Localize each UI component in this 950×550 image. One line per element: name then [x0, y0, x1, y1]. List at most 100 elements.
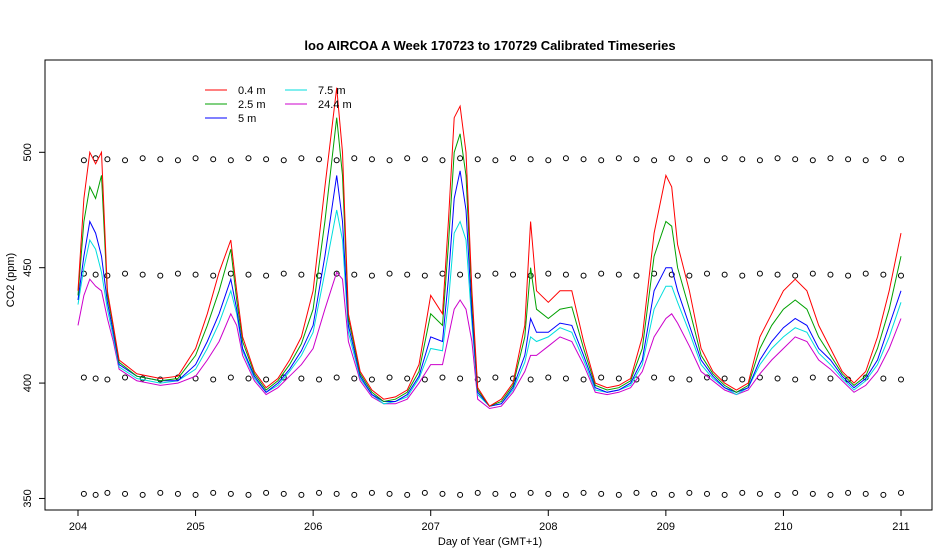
reference-point [333, 157, 340, 164]
reference-point [651, 490, 658, 497]
reference-point [368, 489, 375, 496]
reference-point [492, 157, 499, 164]
y-tick-label: 350 [22, 489, 34, 507]
reference-point [368, 376, 375, 383]
reference-point [227, 374, 234, 381]
legend-label: 2.5 m [238, 99, 266, 111]
reference-point [668, 375, 675, 382]
reference-point [368, 272, 375, 279]
reference-point [122, 374, 129, 381]
reference-point [174, 157, 181, 164]
reference-point [122, 270, 129, 277]
reference-point [774, 271, 781, 278]
reference-point [280, 157, 287, 164]
x-tick-label: 204 [69, 521, 87, 533]
reference-point [862, 270, 869, 277]
series-line-0-4-m [77, 87, 902, 407]
reference-point [580, 156, 587, 163]
x-tick-label: 210 [774, 521, 792, 533]
reference-point [386, 490, 393, 497]
reference-point [739, 272, 746, 279]
reference-point [104, 156, 111, 163]
reference-point [210, 376, 217, 383]
reference-point [721, 271, 728, 278]
reference-point [721, 155, 728, 162]
reference-point [351, 155, 358, 162]
reference-point [562, 375, 569, 382]
reference-point [827, 271, 834, 278]
reference-point [809, 157, 816, 164]
reference-point [92, 375, 99, 382]
reference-point [527, 376, 534, 383]
reference-point [157, 272, 164, 279]
reference-point [333, 270, 340, 277]
reference-point [404, 375, 411, 382]
reference-point [245, 155, 252, 162]
reference-point [792, 156, 799, 163]
reference-point [280, 270, 287, 277]
reference-point [92, 271, 99, 278]
reference-point [139, 155, 146, 162]
x-tick-label: 209 [657, 521, 675, 533]
reference-point [545, 490, 552, 497]
reference-point [474, 272, 481, 279]
reference-point [545, 157, 552, 164]
reference-point [421, 376, 428, 383]
reference-point [263, 272, 270, 279]
x-axis-label: Day of Year (GMT+1) [438, 536, 542, 548]
reference-point [439, 157, 446, 164]
reference-point [104, 272, 111, 279]
reference-point [668, 155, 675, 162]
reference-point [245, 491, 252, 498]
reference-point [545, 374, 552, 381]
reference-point [898, 376, 904, 383]
reference-point [527, 156, 534, 163]
reference-point [562, 491, 569, 498]
reference-point [562, 155, 569, 162]
reference-point [227, 270, 234, 277]
reference-point [298, 375, 305, 382]
x-tick-label: 207 [422, 521, 440, 533]
reference-point [351, 271, 358, 278]
reference-point [598, 374, 605, 381]
x-tick-label: 206 [304, 521, 322, 533]
reference-point [210, 489, 217, 496]
reference-point [280, 374, 287, 381]
reference-point [651, 374, 658, 381]
reference-point [80, 157, 87, 164]
reference-point [263, 489, 270, 496]
reference-point [668, 271, 675, 278]
reference-point [368, 156, 375, 163]
x-tick-label: 208 [539, 521, 557, 533]
reference-point [845, 272, 852, 279]
series-line-5-m [77, 170, 902, 407]
reference-point [880, 155, 887, 162]
reference-point [157, 156, 164, 163]
reference-point [827, 155, 834, 162]
reference-point [210, 156, 217, 163]
reference-point [527, 272, 534, 279]
x-tick-label: 205 [186, 521, 204, 533]
reference-point [80, 490, 87, 497]
reference-point [122, 157, 129, 164]
reference-point [774, 155, 781, 162]
reference-point [739, 489, 746, 496]
reference-point [898, 272, 904, 279]
reference-point [580, 376, 587, 383]
reference-point [457, 375, 464, 382]
reference-point [510, 491, 517, 498]
reference-point [615, 491, 622, 498]
reference-point [862, 157, 869, 164]
reference-point [880, 375, 887, 382]
reference-point [774, 375, 781, 382]
reference-point [227, 490, 234, 497]
reference-point [492, 374, 499, 381]
reference-point [633, 272, 640, 279]
reference-point [386, 374, 393, 381]
reference-point [474, 489, 481, 496]
x-axis: 204 205 206 207 208 209 210 211 [69, 510, 910, 533]
reference-point [122, 490, 129, 497]
reference-point [686, 156, 693, 163]
reference-point [104, 376, 111, 383]
